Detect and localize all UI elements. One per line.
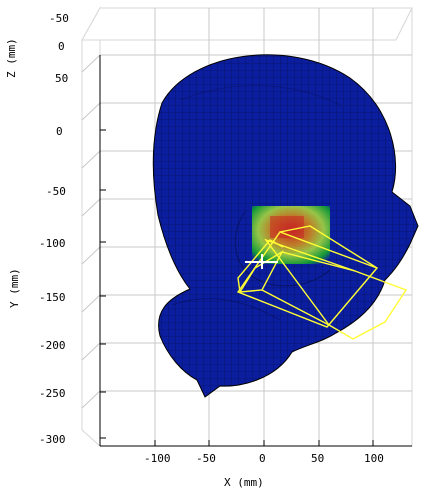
reference-marker [245, 254, 278, 269]
y-tick-label: -300 [39, 433, 66, 446]
z-tick-label: 50 [55, 72, 68, 85]
y-ticks [100, 129, 106, 439]
y-tick-label: -250 [39, 387, 66, 400]
y-tick-label: -200 [39, 339, 66, 352]
axes: -100 -50 0 50 100 X (mm) 0 -50 -100 -150… [5, 12, 412, 489]
x-tick-label: -50 [196, 452, 216, 465]
z-tick-label: 0 [58, 40, 65, 53]
phone-wireframe [236, 225, 408, 340]
x-tick-label: 0 [259, 452, 266, 465]
y-tick-label: -100 [39, 237, 66, 250]
y-tick-label: -150 [39, 291, 66, 304]
y-axis-title: Y (mm) [8, 268, 21, 308]
z-axis-title: Z (mm) [5, 38, 18, 78]
x-axis-title: X (mm) [224, 476, 264, 489]
x-tick-label: 50 [311, 452, 324, 465]
x-tick-label: -100 [144, 452, 171, 465]
z-tick-label: -50 [49, 12, 69, 25]
y-tick-label: -50 [46, 185, 66, 198]
y-tick-label: 0 [56, 125, 63, 138]
x-ticks [154, 440, 374, 446]
x-tick-label: 100 [364, 452, 384, 465]
